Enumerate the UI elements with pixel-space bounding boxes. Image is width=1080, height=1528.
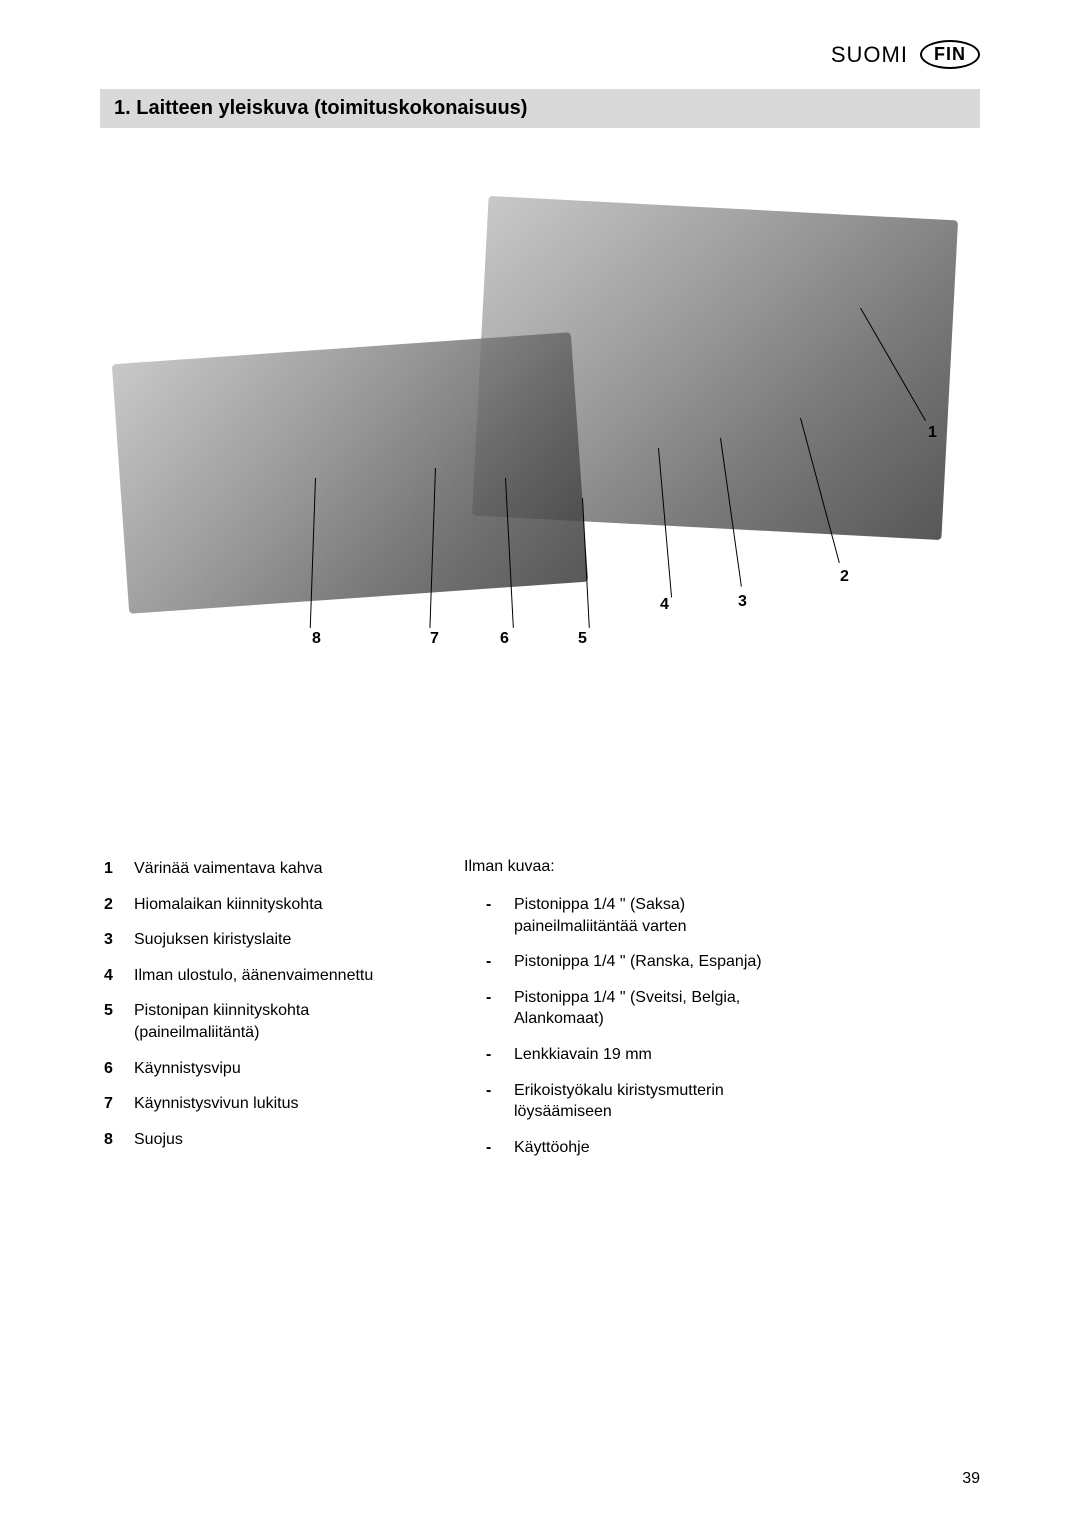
legend-item: 6 Käynnistysvipu	[104, 1058, 404, 1080]
legend-num: 5	[104, 1000, 120, 1043]
section-title-bar: 1. Laitteen yleiskuva (toimituskokonaisu…	[100, 89, 980, 128]
bullet-text: Lenkkiavain 19 mm	[514, 1044, 652, 1066]
bullet-text: Erikoistyökalu kiristysmutterin löysäämi…	[514, 1080, 784, 1123]
legend-item: 5 Pistonipan kiinnityskohta (paineilmali…	[104, 1000, 404, 1043]
callout-7: 7	[430, 630, 439, 648]
bullet-text: Pistonippa 1/4 " (Saksa) paineilmaliitän…	[514, 894, 784, 937]
legend-num: 2	[104, 894, 120, 916]
legend-text: Hiomalaikan kiinnityskohta	[134, 894, 323, 916]
callout-6: 6	[500, 630, 509, 648]
figure-area: 1 2 3 4 5 6 7 8	[100, 168, 980, 688]
page-number: 39	[962, 1470, 980, 1488]
legend-text: Suojus	[134, 1129, 183, 1151]
legend-num: 8	[104, 1129, 120, 1151]
bullet-dash: -	[486, 1044, 496, 1066]
legend-num: 7	[104, 1093, 120, 1115]
legend-right-column: Ilman kuvaa: - Pistonippa 1/4 " (Saksa) …	[464, 858, 784, 1172]
legend-item: 4 Ilman ulostulo, äänenvaimennettu	[104, 965, 404, 987]
bullet-dash: -	[486, 1080, 496, 1123]
callout-1: 1	[928, 424, 937, 442]
legend-item: 7 Käynnistysvivun lukitus	[104, 1093, 404, 1115]
bullet-dash: -	[486, 987, 496, 1030]
bullet-item: - Käyttöohje	[464, 1137, 784, 1159]
language-label: SUOMI	[831, 42, 908, 68]
callout-8: 8	[312, 630, 321, 648]
callout-3: 3	[738, 593, 747, 611]
header-language: SUOMI FIN	[831, 40, 980, 69]
bullet-item: - Pistonippa 1/4 " (Saksa) paineilmaliit…	[464, 894, 784, 937]
bullet-text: Käyttöohje	[514, 1137, 590, 1159]
bullet-item: - Erikoistyökalu kiristysmutterin löysää…	[464, 1080, 784, 1123]
legend-item: 1 Värinää vaimentava kahva	[104, 858, 404, 880]
legend-item: 3 Suojuksen kiristyslaite	[104, 929, 404, 951]
without-picture-title: Ilman kuvaa:	[464, 858, 784, 876]
section-title: 1. Laitteen yleiskuva (toimituskokonaisu…	[114, 97, 527, 119]
legend-text: Pistonipan kiinnityskohta (paineilmaliit…	[134, 1000, 404, 1043]
legend-num: 3	[104, 929, 120, 951]
bullet-item: - Pistonippa 1/4 " (Ranska, Espanja)	[464, 951, 784, 973]
legend-columns: 1 Värinää vaimentava kahva 2 Hiomalaikan…	[100, 858, 980, 1172]
legend-text: Värinää vaimentava kahva	[134, 858, 323, 880]
legend-left-column: 1 Värinää vaimentava kahva 2 Hiomalaikan…	[104, 858, 404, 1172]
callout-4: 4	[660, 596, 669, 614]
bullet-text: Pistonippa 1/4 " (Ranska, Espanja)	[514, 951, 762, 973]
legend-num: 4	[104, 965, 120, 987]
legend-item: 2 Hiomalaikan kiinnityskohta	[104, 894, 404, 916]
legend-text: Käynnistysvipu	[134, 1058, 241, 1080]
language-badge: FIN	[920, 40, 980, 69]
bullet-item: - Lenkkiavain 19 mm	[464, 1044, 784, 1066]
legend-text: Suojuksen kiristyslaite	[134, 929, 291, 951]
bullet-dash: -	[486, 1137, 496, 1159]
legend-num: 6	[104, 1058, 120, 1080]
bullet-text: Pistonippa 1/4 " (Sveitsi, Belgia, Alank…	[514, 987, 784, 1030]
product-photo-left	[112, 332, 588, 613]
bullet-dash: -	[486, 951, 496, 973]
legend-text: Ilman ulostulo, äänenvaimennettu	[134, 965, 373, 987]
legend-text: Käynnistysvivun lukitus	[134, 1093, 299, 1115]
bullet-item: - Pistonippa 1/4 " (Sveitsi, Belgia, Ala…	[464, 987, 784, 1030]
legend-num: 1	[104, 858, 120, 880]
legend-item: 8 Suojus	[104, 1129, 404, 1151]
bullet-dash: -	[486, 894, 496, 937]
callout-2: 2	[840, 568, 849, 586]
callout-5: 5	[578, 630, 587, 648]
